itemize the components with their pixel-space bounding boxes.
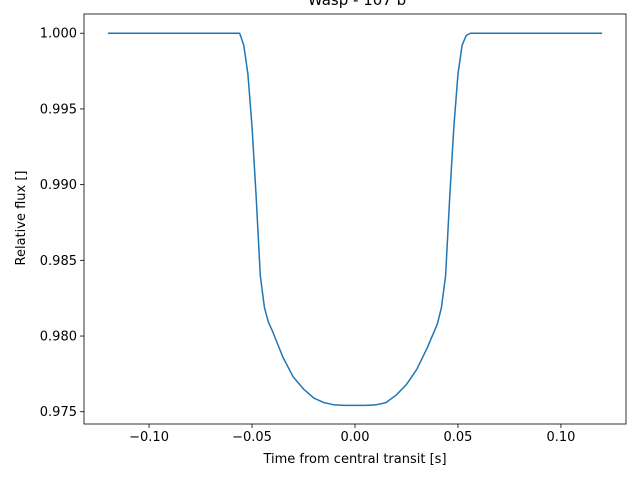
y-axis: 0.975 0.980 0.985 0.990 0.995 1.000 xyxy=(40,27,84,420)
x-axis-label: Time from central transit [s] xyxy=(262,452,446,467)
y-axis-label: Relative flux [] xyxy=(14,171,29,266)
chart-title: Wasp - 107 b xyxy=(308,0,406,9)
x-tick-label: 0.05 xyxy=(443,430,472,445)
y-tick-label: 0.990 xyxy=(40,178,77,193)
x-axis: −0.10 −0.05 0.00 0.05 0.10 xyxy=(129,424,575,445)
series-line-0 xyxy=(107,32,603,407)
y-tick-label: 0.975 xyxy=(40,405,77,420)
y-tick-label: 1.000 xyxy=(40,27,77,42)
y-tick-label: 0.985 xyxy=(40,254,77,269)
x-tick-label: 0.10 xyxy=(546,430,575,445)
y-tick-label: 0.995 xyxy=(40,102,77,117)
x-tick-label: 0.00 xyxy=(341,430,370,445)
y-tick-label: 0.980 xyxy=(40,330,77,345)
plot-area xyxy=(83,13,627,425)
axes-frame xyxy=(83,13,627,425)
x-tick-label: −0.10 xyxy=(129,430,169,445)
x-tick-label: −0.05 xyxy=(232,430,272,445)
